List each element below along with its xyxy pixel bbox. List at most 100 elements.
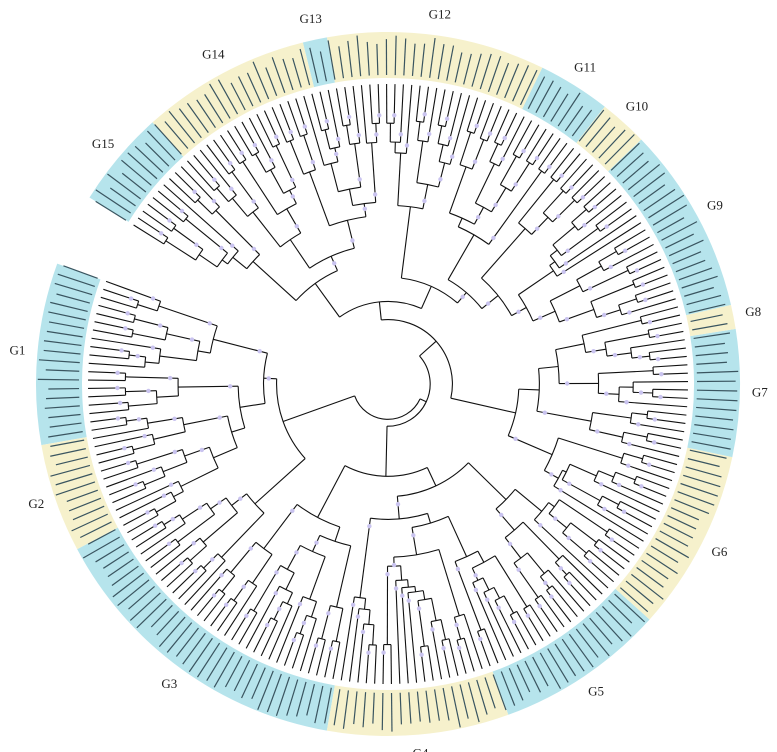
leaf-label-mark [209, 83, 231, 119]
branch [368, 609, 371, 625]
leaf-label-mark [188, 637, 213, 673]
group-label: G8 [745, 304, 761, 319]
branch-arc [239, 159, 247, 165]
node-dot [643, 297, 648, 303]
branch [585, 348, 607, 353]
branch [490, 187, 507, 213]
node-dot [229, 186, 234, 192]
branch [593, 544, 625, 570]
branch-arc [156, 301, 162, 312]
branch [562, 532, 587, 554]
node-dot [381, 650, 386, 655]
branch [303, 135, 316, 170]
leaf-label-mark [37, 378, 80, 381]
group-label: G13 [299, 11, 321, 26]
leaf-label-mark [87, 529, 116, 545]
node-dot [447, 135, 453, 141]
leaf-label-mark [50, 301, 88, 313]
leaf-label-mark [107, 558, 134, 578]
branch [133, 224, 165, 245]
leaf-label-mark [224, 656, 243, 688]
leaf-label-mark [45, 369, 80, 372]
branch [626, 251, 658, 268]
leaf-label-mark [547, 648, 569, 683]
leaf-label-mark [681, 275, 718, 289]
node-dot [350, 238, 355, 243]
node-dot [485, 301, 491, 306]
leaf-label-mark [675, 259, 706, 273]
branch [519, 124, 540, 159]
node-dot [652, 440, 657, 445]
branch-arc [183, 215, 189, 223]
branch [636, 475, 670, 490]
leaf-label-mark [564, 105, 584, 132]
branch [598, 392, 620, 395]
leaf-label-mark [638, 184, 666, 204]
branch [652, 396, 688, 399]
node-dot [621, 509, 627, 514]
branch [397, 153, 402, 206]
branch [569, 463, 597, 477]
branch [92, 329, 132, 338]
branch [420, 646, 426, 682]
branch-arc [132, 315, 136, 323]
branch [444, 91, 454, 127]
branch-arc [329, 146, 340, 150]
branch [112, 487, 147, 504]
branch-arc [217, 553, 226, 562]
node-dot [191, 541, 196, 546]
branch [448, 166, 467, 214]
leaf-label-mark [68, 497, 102, 512]
branch-arc [366, 141, 377, 144]
branch-arc [177, 481, 184, 492]
node-dot [659, 371, 664, 377]
branch-arc [563, 571, 570, 578]
leaf-label-mark [582, 623, 610, 657]
leaf-label-mark [636, 566, 664, 588]
branch [620, 500, 657, 520]
leaf-label-mark [614, 593, 646, 623]
branch [126, 417, 147, 422]
node-dot [473, 573, 478, 578]
branch [346, 220, 355, 249]
node-dot [391, 562, 397, 568]
node-dot [444, 116, 450, 121]
branch [437, 162, 446, 188]
node-dot [265, 622, 270, 628]
branch [547, 569, 585, 612]
branch-arc [302, 596, 317, 603]
node-dot [567, 580, 572, 586]
leaf-label-mark [237, 76, 254, 107]
branch [623, 431, 648, 438]
leaf-label-mark [425, 690, 431, 723]
node-dot [372, 192, 378, 197]
leaf-label-mark [532, 656, 549, 687]
branch-arc [135, 460, 139, 468]
branch [633, 482, 667, 497]
branch [623, 452, 643, 460]
node-dot [239, 150, 244, 156]
node-dot [564, 317, 570, 322]
group-label: G1 [9, 343, 25, 358]
branch [270, 169, 284, 194]
node-dot [601, 312, 607, 318]
node-dot [547, 164, 552, 170]
branch-arc [550, 176, 557, 183]
leaf-label-mark [366, 41, 370, 76]
branch [489, 143, 499, 162]
leaf-label-mark [451, 686, 461, 728]
branch [197, 350, 211, 354]
branch [332, 642, 341, 680]
branch-arc [230, 597, 238, 604]
leaf-label-mark [403, 38, 407, 76]
branch-arc [206, 502, 216, 515]
leaf-label-mark [527, 76, 546, 109]
branch-arc [160, 466, 166, 477]
branch-arc [131, 446, 135, 454]
leaf-label-mark [557, 92, 581, 127]
leaf-label-mark [408, 692, 412, 724]
node-dot [366, 650, 371, 655]
leaf-label-mark [487, 56, 502, 92]
branch [481, 295, 499, 310]
